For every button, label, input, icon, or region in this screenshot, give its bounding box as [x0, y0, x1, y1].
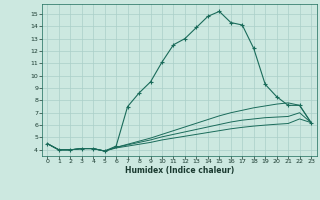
X-axis label: Humidex (Indice chaleur): Humidex (Indice chaleur)	[124, 166, 234, 175]
